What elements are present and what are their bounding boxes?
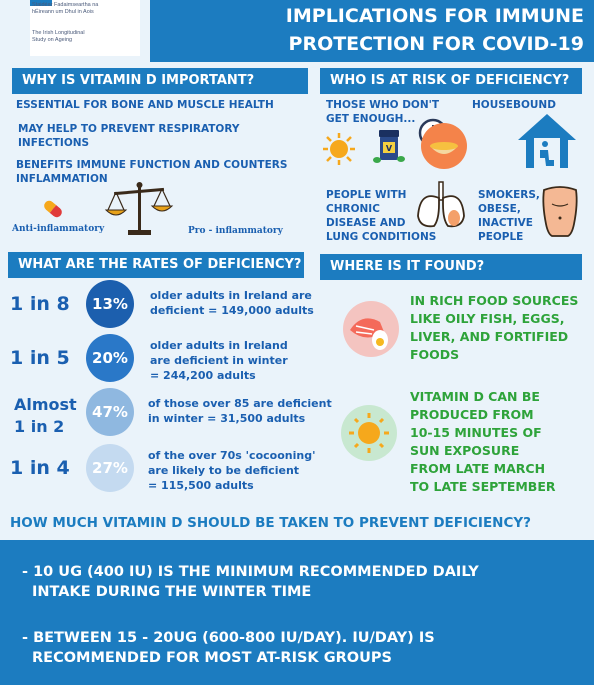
page-title: IMPLICATIONS FOR IMMUNE PROTECTION FOR C… [285,5,584,55]
rate-label-1: 1 in 8 [10,293,70,315]
pro-inflammatory-label: Pro - inflammatory [188,226,283,236]
anti-inflammatory-label: Anti-inflammatory [12,224,105,234]
risk-not-enough-1: THOSE WHO DON'T [326,99,440,111]
tilda-logo [30,0,140,56]
rate-label-4: 1 in 4 [10,457,70,479]
risk-chronic-3: DISEASE AND [326,217,406,229]
risk-smokers-4: PEOPLE [478,231,524,243]
risk-smokers-2: OBESE, [478,203,521,215]
rates-heading: WHAT ARE THE RATES OF DEFICIENCY? [8,252,304,278]
rate-desc-1: older adults in Ireland are deficient = … [150,289,314,317]
sun-exposure-icon [341,405,397,461]
dose-item-1: - 10 UG (400 IU) IS THE MINIMUM RECOMMEN… [22,564,479,600]
capsule-icon [44,200,62,218]
why-heading: WHY IS VITAMIN D IMPORTANT? [12,68,308,94]
rate-desc-4: of the over 70s 'cocooning' are likely t… [148,449,316,492]
risk-heading: WHO IS AT RISK OF DEFICIENCY? [320,68,582,94]
rate-desc-3: of those over 85 are deficient in winter… [148,397,332,425]
why-point-immune-2: INFLAMMATION [16,173,108,185]
house-icon [518,114,576,168]
rate-desc-2: older adults in Ireland are deficient in… [150,339,288,382]
fish-egg-icon [343,301,399,357]
title-banner: IMPLICATIONS FOR IMMUNE PROTECTION FOR C… [150,0,594,62]
rate-circle-1: 13% [86,280,134,328]
found-heading: WHERE IS IT FOUND? [320,254,582,280]
risk-smokers-1: SMOKERS, [478,189,540,201]
lungs-icon [417,181,465,228]
risk-chronic-1: PEOPLE WITH [326,189,407,201]
why-point-respiratory-1: MAY HELP TO PREVENT RESPIRATORY [18,123,240,135]
found-sun-text: VITAMIN D CAN BE PRODUCED FROM 10-15 MIN… [410,389,556,494]
food-bowl-icon [421,123,467,169]
torso-icon [542,186,578,237]
rate-label-3: Almost 1 in 2 [14,395,77,436]
dose-item-2: - BETWEEN 15 - 20UG (600-800 IU/DAY). IU… [22,630,435,666]
risk-housebound: HOUSEBOUND [472,99,556,111]
logo-irish-text: Staidéar Fadaimseartha na hÉireann um Dh… [32,2,99,15]
rate-circle-4: 27% [86,444,134,492]
rate-circle-2: 20% [86,334,134,382]
risk-chronic-4: LUNG CONDITIONS [326,231,437,243]
scales-icon [104,182,174,235]
found-food-text: IN RICH FOOD SOURCES LIKE OILY FISH, EGG… [410,293,579,362]
why-point-immune-1: BENEFITS IMMUNE FUNCTION AND COUNTERS [16,159,288,171]
risk-smokers-3: INACTIVE [478,217,533,229]
risk-not-enough-2: GET ENOUGH... [326,113,416,125]
header: Staidéar Fadaimseartha na hÉireann um Dh… [0,0,594,62]
why-point-bone: ESSENTIAL FOR BONE AND MUSCLE HEALTH [16,99,274,111]
logo-english-text: The Irish Longitudinal Study on Ageing [32,30,85,43]
rate-circle-3: 47% [86,388,134,436]
sun-icon [323,133,355,165]
svg-text:V: V [386,144,393,153]
dose-panel: - 10 UG (400 IU) IS THE MINIMUM RECOMMEN… [0,540,594,685]
why-point-respiratory-2: INFECTIONS [18,137,90,149]
dose-heading: HOW MUCH VITAMIN D SHOULD BE TAKEN TO PR… [0,510,594,536]
risk-chronic-2: CHRONIC [326,203,380,215]
pills-icon: V [373,130,405,163]
rate-label-2: 1 in 5 [10,347,70,369]
